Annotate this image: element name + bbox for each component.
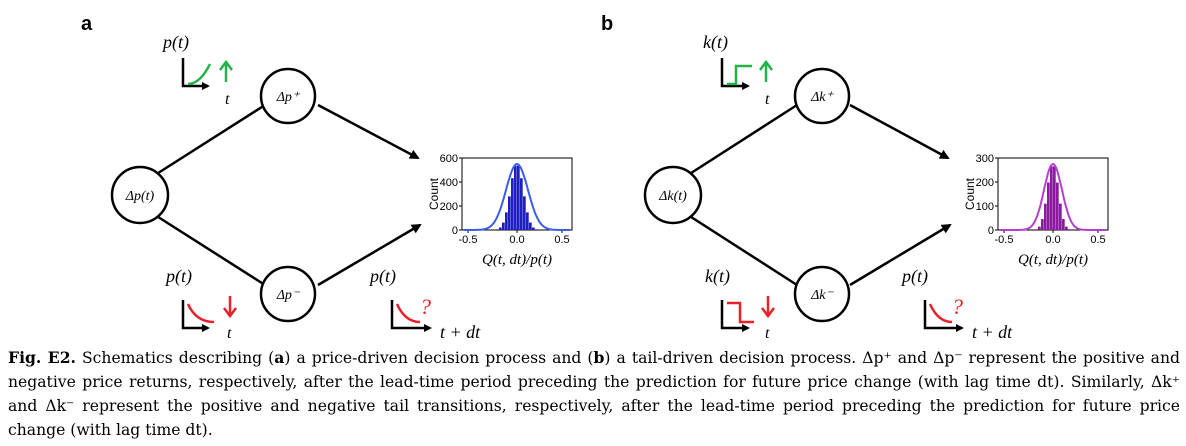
hist-bar [514, 165, 517, 230]
hist-bar [1044, 203, 1047, 230]
edge-center-up [687, 103, 798, 177]
hist-fit-curve [1000, 162, 1106, 231]
down-trend-icon [181, 296, 237, 332]
hist-ylabel: Count [427, 177, 441, 210]
hist-bar [1068, 229, 1071, 230]
hist-bar [1062, 219, 1065, 230]
edge-center-down [154, 213, 266, 287]
bottom-signal-label: p(t) [164, 266, 192, 287]
t-axis-label-bottom: t [227, 325, 232, 340]
hist-xtick-label: 0.5 [1090, 234, 1105, 246]
node-center: Δp(t) [110, 165, 170, 225]
question-mark: ? [952, 294, 963, 319]
svg-text:Δk⁺: Δk⁺ [810, 90, 834, 105]
svg-text:Δp(t): Δp(t) [125, 189, 155, 204]
t-axis-label-bottom: t [765, 325, 770, 340]
hist-bar [529, 222, 532, 230]
hist-xlabel: Q(t, dt)/p(t) [1018, 252, 1088, 268]
hist-ytick-label: 400 [440, 177, 458, 189]
step-down-icon [720, 296, 775, 332]
hist-bar [1065, 226, 1068, 230]
future-time-label: t + dt [440, 322, 481, 340]
panel-b: b k(t) t Δk⁺ Δk(t) Δk⁻ k(t) [601, 13, 1109, 340]
hist-bar [508, 196, 511, 230]
hist-bar [517, 165, 520, 230]
figure-caption: Fig. E2. Schematics describing (a) a pri… [8, 346, 1180, 442]
caption-a: a [274, 348, 285, 367]
hist-ytick-label: 100 [976, 201, 994, 213]
hist-ytick-label: 0 [452, 225, 458, 237]
node-center: Δk(t) [643, 165, 703, 225]
hist-bar [505, 212, 508, 230]
hist-bar [511, 178, 514, 230]
hist-bar [1053, 166, 1056, 230]
histogram-b: 300 200 100 0-0.5 0.0 0.5 Count Q(t, dt)/p(t) [963, 153, 1109, 268]
edge-down-hist [849, 223, 952, 287]
hist-bar [496, 229, 499, 230]
hist-xtick-label: -0.5 [459, 234, 478, 246]
edge-center-up [154, 103, 266, 177]
hist-bar [523, 196, 526, 230]
hist-bar [520, 178, 523, 230]
node-up: Δp⁺ [259, 67, 317, 125]
future-signal-label: p(t) [368, 266, 396, 287]
hist-bar [1059, 203, 1062, 230]
hist-bar [1035, 229, 1038, 230]
node-down: Δp⁻ [259, 265, 317, 323]
hist-ytick-label: 600 [440, 153, 458, 165]
hist-ytick-label: 0 [988, 225, 994, 237]
hist-bar [1047, 182, 1050, 230]
future-time-label: t + dt [972, 322, 1013, 340]
histogram-a: 600 400 200 0-0.5 0.0 0.5 Count Q(t, dt)/p(t) [427, 153, 573, 268]
t-axis-label: t [225, 91, 230, 108]
top-signal-label: p(t) [161, 32, 189, 53]
edge-up-hist [317, 103, 420, 160]
hist-bar [502, 222, 505, 230]
caption-b: b [593, 348, 605, 367]
hist-bar [526, 212, 529, 230]
hist-bar [1038, 226, 1041, 230]
edge-up-hist [849, 103, 950, 160]
node-up: Δk⁺ [793, 67, 851, 125]
hist-ylabel: Count [963, 177, 977, 210]
top-signal-label: k(t) [703, 32, 728, 53]
panel-a-label: a [81, 13, 93, 35]
hist-bar [1050, 166, 1053, 230]
edge-down-hist [317, 223, 422, 287]
hist-bar [1056, 182, 1059, 230]
hist-xtick-label: 0.0 [509, 234, 524, 246]
step-up-icon [720, 58, 773, 90]
hist-bar [1041, 219, 1044, 230]
svg-text:Δk⁻: Δk⁻ [810, 288, 834, 303]
hist-xtick-label: 0.5 [554, 234, 569, 246]
caption-text-2: ) a price-driven decision process and ( [284, 349, 594, 367]
panel-b-label: b [601, 13, 613, 35]
caption-fig-label: Fig. E2. [8, 348, 76, 367]
t-axis-label: t [765, 91, 770, 108]
panel-a: a p(t) t Δp⁺ Δp(t) Δp⁻ p(t) [81, 13, 573, 340]
caption-text-3: ) a tail-driven decision process. Δp⁺ an… [8, 349, 1180, 439]
svg-text:Δk(t): Δk(t) [658, 189, 687, 204]
hist-xtick-label: -0.5 [995, 234, 1014, 246]
node-down: Δk⁻ [793, 265, 851, 323]
hist-bar [499, 227, 502, 230]
hist-xlabel: Q(t, dt)/p(t) [482, 252, 552, 268]
svg-text:Δp⁻: Δp⁻ [276, 288, 301, 303]
edge-center-down [687, 213, 798, 287]
hist-xtick-label: 0.0 [1045, 234, 1060, 246]
caption-text-1: Schematics describing ( [75, 349, 275, 367]
bottom-signal-label: k(t) [705, 266, 730, 287]
future-signal-label: p(t) [900, 266, 928, 287]
svg-text:Δp⁺: Δp⁺ [276, 90, 301, 105]
hist-ytick-label: 200 [440, 201, 458, 213]
future-unknown-icon [390, 300, 432, 332]
up-trend-icon [181, 58, 233, 90]
hist-ytick-label: 200 [976, 177, 994, 189]
future-unknown-icon [923, 300, 964, 332]
hist-bar [535, 229, 538, 230]
hist-ytick-label: 300 [976, 153, 994, 165]
hist-bar [532, 227, 535, 230]
hist-fit-curve [464, 162, 570, 231]
question-mark: ? [420, 294, 431, 319]
